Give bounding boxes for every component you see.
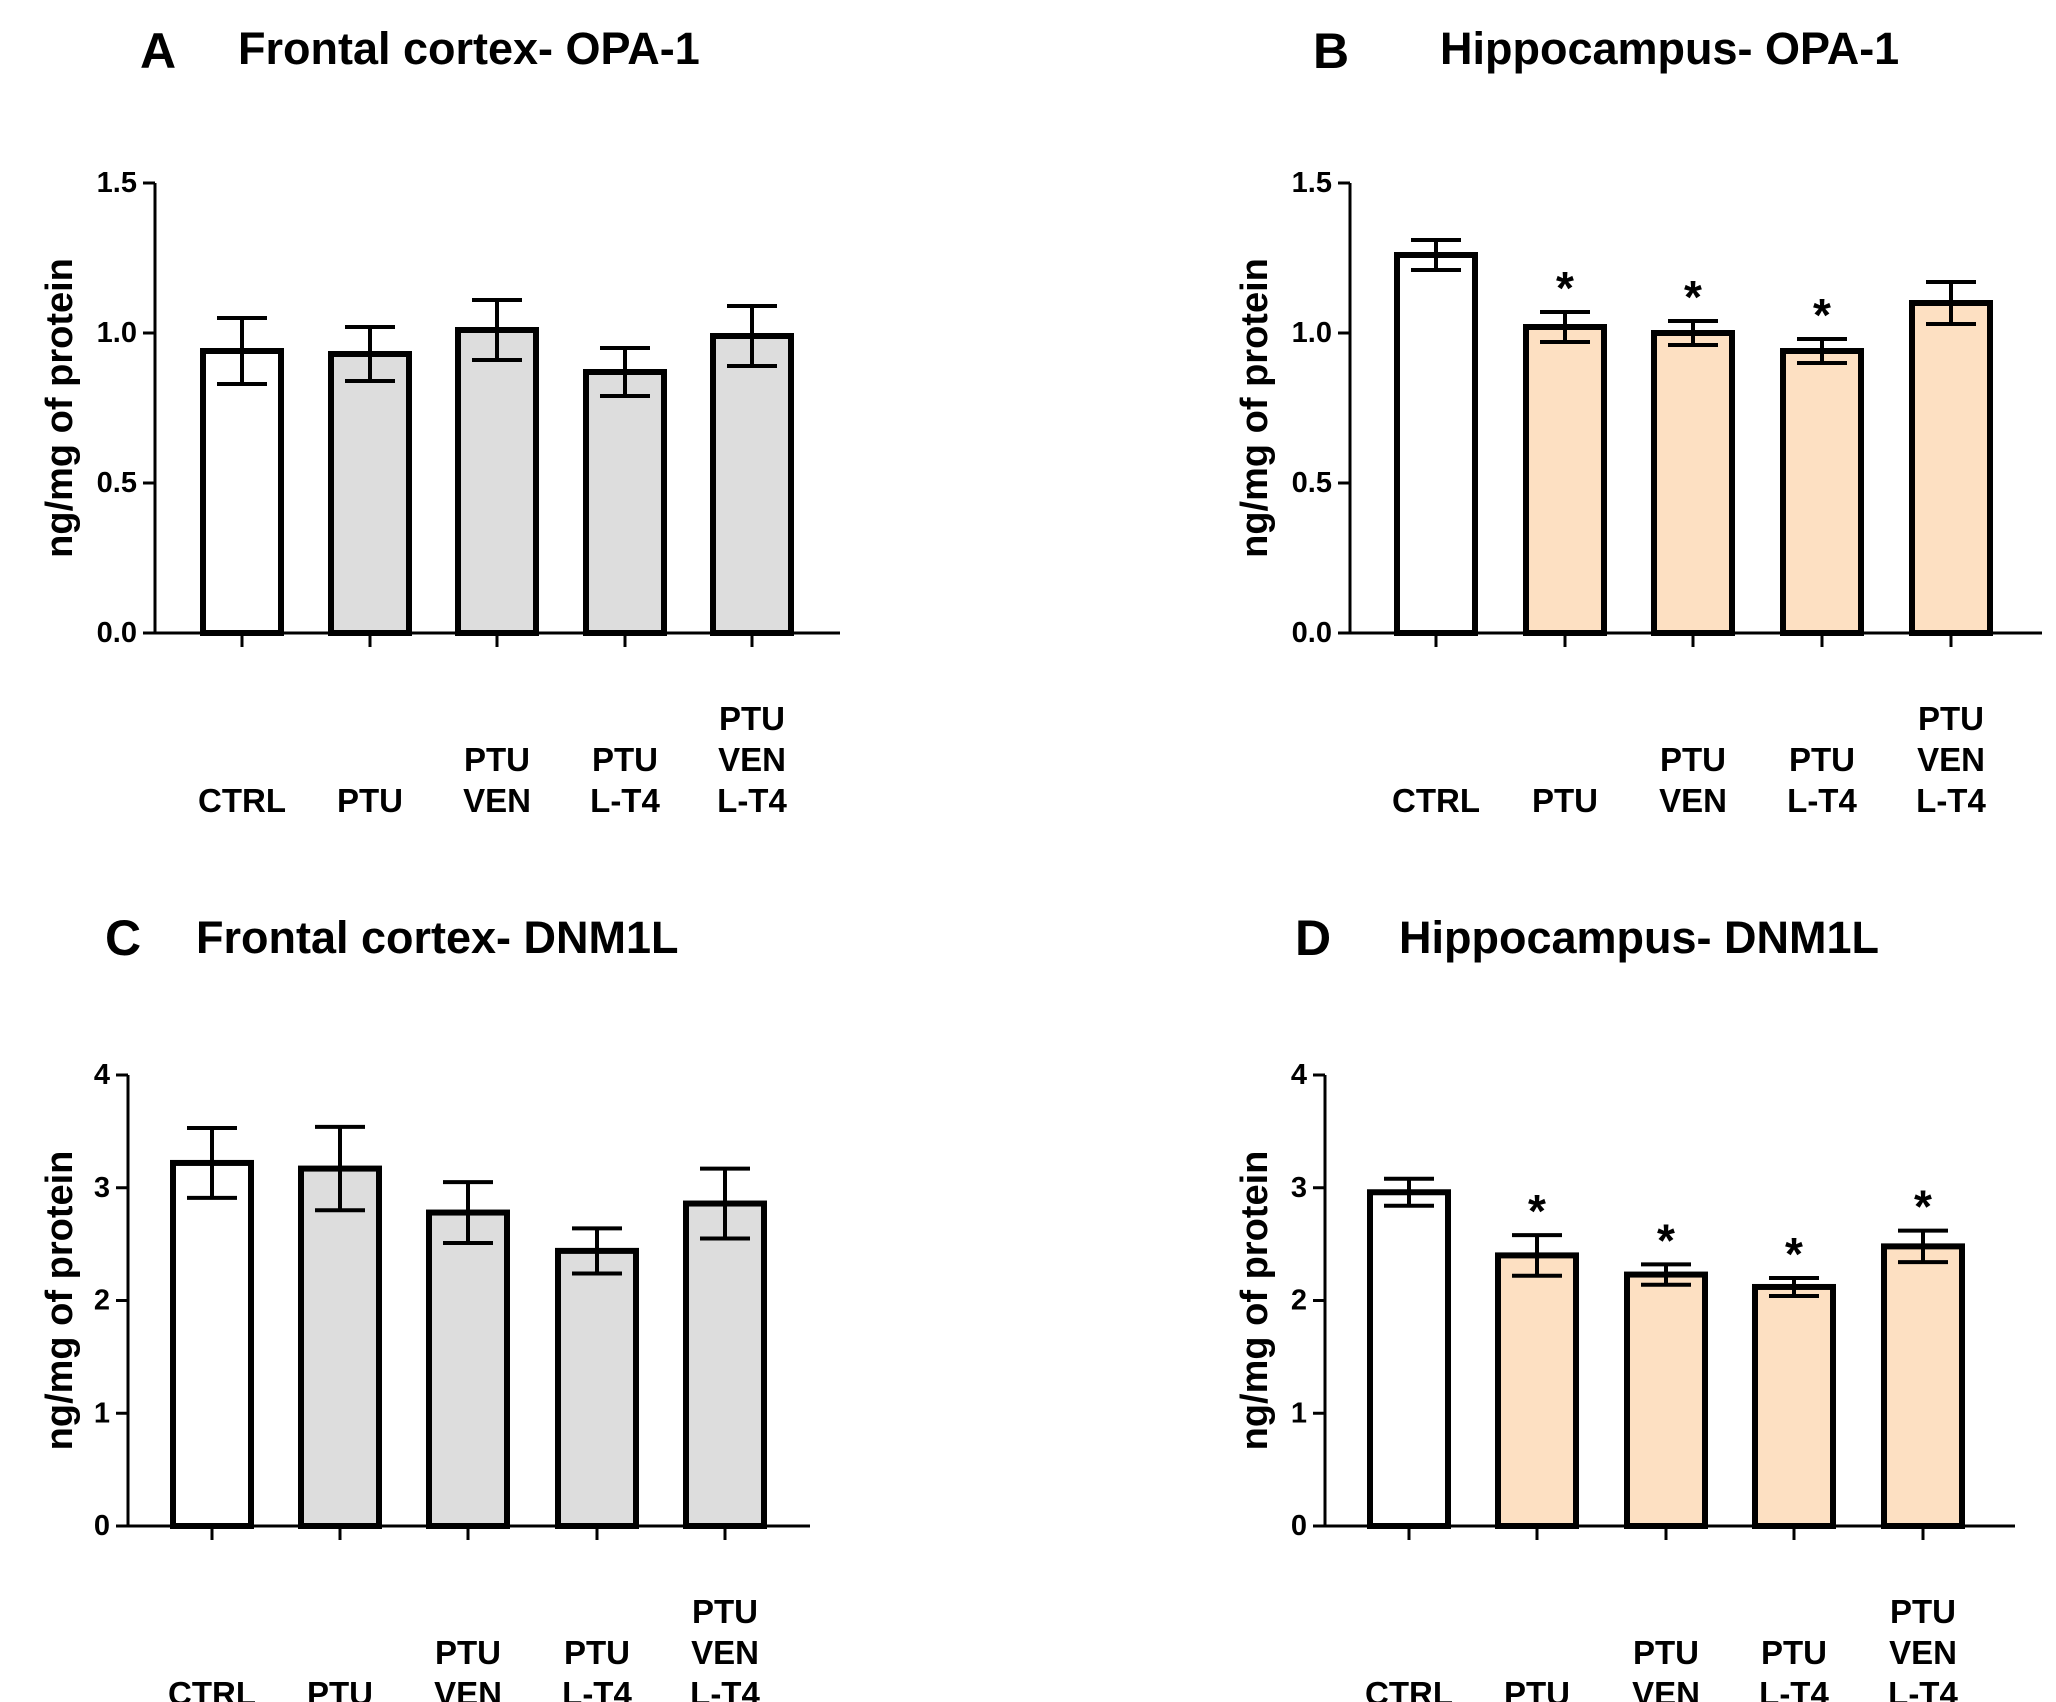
bar: [1495, 1252, 1579, 1530]
x-category-label: PTU: [1532, 782, 1598, 819]
y-tick-label: 1.5: [97, 167, 137, 199]
x-category-label: VEN: [1632, 1675, 1700, 1702]
panel-letter: B: [1313, 23, 1349, 79]
y-tick-label: 0: [94, 1510, 110, 1542]
significance-marker: *: [1684, 271, 1702, 323]
y-tick-label: 0: [1291, 1510, 1307, 1542]
x-category-label: VEN: [691, 1634, 759, 1671]
x-category-label: PTU: [1633, 1634, 1699, 1671]
x-category-label: PTU: [1660, 741, 1726, 778]
bar: [1367, 1189, 1451, 1529]
x-category-label: CTRL: [198, 782, 286, 819]
significance-marker: *: [1657, 1214, 1675, 1266]
y-tick-label: 0.5: [1292, 467, 1332, 499]
x-category-label: CTRL: [1365, 1675, 1453, 1702]
y-tick-label: 4: [94, 1059, 110, 1091]
panel-letter: A: [140, 23, 176, 79]
x-category-label: L-T4: [690, 1675, 760, 1702]
y-tick-label: 3: [1291, 1172, 1307, 1204]
x-category-label: PTU: [1761, 1634, 1827, 1671]
y-tick-label: 1: [1291, 1397, 1307, 1429]
bar: [683, 1200, 767, 1530]
bar: [710, 333, 794, 636]
y-tick-label: 1.0: [97, 317, 137, 349]
chart-title: Frontal cortex- DNM1L: [196, 912, 679, 963]
y-axis-label: ng/mg of protein: [1234, 1151, 1276, 1451]
x-category-label: PTU: [337, 782, 403, 819]
x-category-label: PTU: [719, 700, 785, 737]
bar: [328, 351, 412, 636]
significance-marker: *: [1914, 1181, 1932, 1233]
chart-title: Hippocampus- DNM1L: [1399, 912, 1879, 963]
panel-d: D Hippocampus- DNM1L ng/mg of protein * * *…: [1234, 910, 2015, 1702]
bar: [555, 1247, 639, 1529]
bar: [200, 348, 284, 636]
y-axis-label: ng/mg of protein: [39, 258, 81, 558]
x-category-label: L-T4: [1787, 782, 1857, 819]
y-axis-label: ng/mg of protein: [39, 1151, 81, 1451]
x-category-label: PTU: [1504, 1675, 1570, 1702]
panel-letter: D: [1295, 910, 1331, 966]
x-category-label: VEN: [718, 741, 786, 778]
x-category-label: L-T4: [717, 782, 787, 819]
x-category-label: PTU: [435, 1634, 501, 1671]
panel-b: B Hippocampus- OPA-1 ng/mg of protein * * *…: [1234, 23, 2042, 819]
bar: [1394, 252, 1478, 636]
x-category-label: L-T4: [1888, 1675, 1958, 1702]
x-category-label: L-T4: [1759, 1675, 1829, 1702]
y-tick-label: 0.5: [97, 467, 137, 499]
bar: [455, 327, 539, 636]
x-category-label: PTU: [564, 1634, 630, 1671]
chart-title: Hippocampus- OPA-1: [1440, 23, 1899, 74]
bar: [1881, 1243, 1965, 1529]
x-category-label: L-T4: [562, 1675, 632, 1702]
y-tick-label: 0.0: [1292, 617, 1332, 649]
x-category-label: VEN: [434, 1675, 502, 1702]
bar: [1909, 300, 1993, 636]
panel-a: A Frontal cortex- OPA-1 ng/mg of protein…: [39, 23, 840, 819]
x-category-label: L-T4: [590, 782, 660, 819]
y-tick-label: 0.0: [97, 617, 137, 649]
bar: [1752, 1283, 1836, 1529]
x-category-label: VEN: [463, 782, 531, 819]
y-tick-label: 2: [94, 1285, 110, 1317]
x-category-label: VEN: [1659, 782, 1727, 819]
bar: [1624, 1271, 1708, 1529]
x-category-label: PTU: [307, 1675, 373, 1702]
y-tick-label: 1.0: [1292, 317, 1332, 349]
bar: [1523, 324, 1607, 636]
y-tick-label: 3: [94, 1172, 110, 1204]
y-tick-label: 1: [94, 1397, 110, 1429]
significance-marker: *: [1813, 289, 1831, 341]
bar: [170, 1159, 254, 1529]
x-category-label: CTRL: [168, 1675, 256, 1702]
panel-letter: C: [105, 910, 141, 966]
panel-c: C Frontal cortex- DNM1L ng/mg of protein…: [39, 910, 810, 1702]
y-axis-label: ng/mg of protein: [1234, 258, 1276, 558]
significance-marker: *: [1528, 1185, 1546, 1237]
x-category-label: PTU: [464, 741, 530, 778]
bar: [298, 1165, 382, 1530]
x-category-label: PTU: [592, 741, 658, 778]
significance-marker: *: [1556, 262, 1574, 314]
y-tick-label: 1.5: [1292, 167, 1332, 199]
bar: [426, 1209, 510, 1530]
bar: [1651, 330, 1735, 636]
x-category-label: PTU: [1890, 1593, 1956, 1630]
y-tick-label: 4: [1291, 1059, 1307, 1091]
significance-marker: *: [1785, 1228, 1803, 1280]
x-category-label: PTU: [1918, 700, 1984, 737]
x-category-label: VEN: [1917, 741, 1985, 778]
x-category-label: CTRL: [1392, 782, 1480, 819]
bar: [583, 369, 667, 636]
x-category-label: PTU: [1789, 741, 1855, 778]
chart-title: Frontal cortex- OPA-1: [238, 23, 700, 74]
y-tick-label: 2: [1291, 1285, 1307, 1317]
x-category-label: PTU: [692, 1593, 758, 1630]
x-category-label: L-T4: [1916, 782, 1986, 819]
x-category-label: VEN: [1889, 1634, 1957, 1671]
bar: [1780, 348, 1864, 636]
